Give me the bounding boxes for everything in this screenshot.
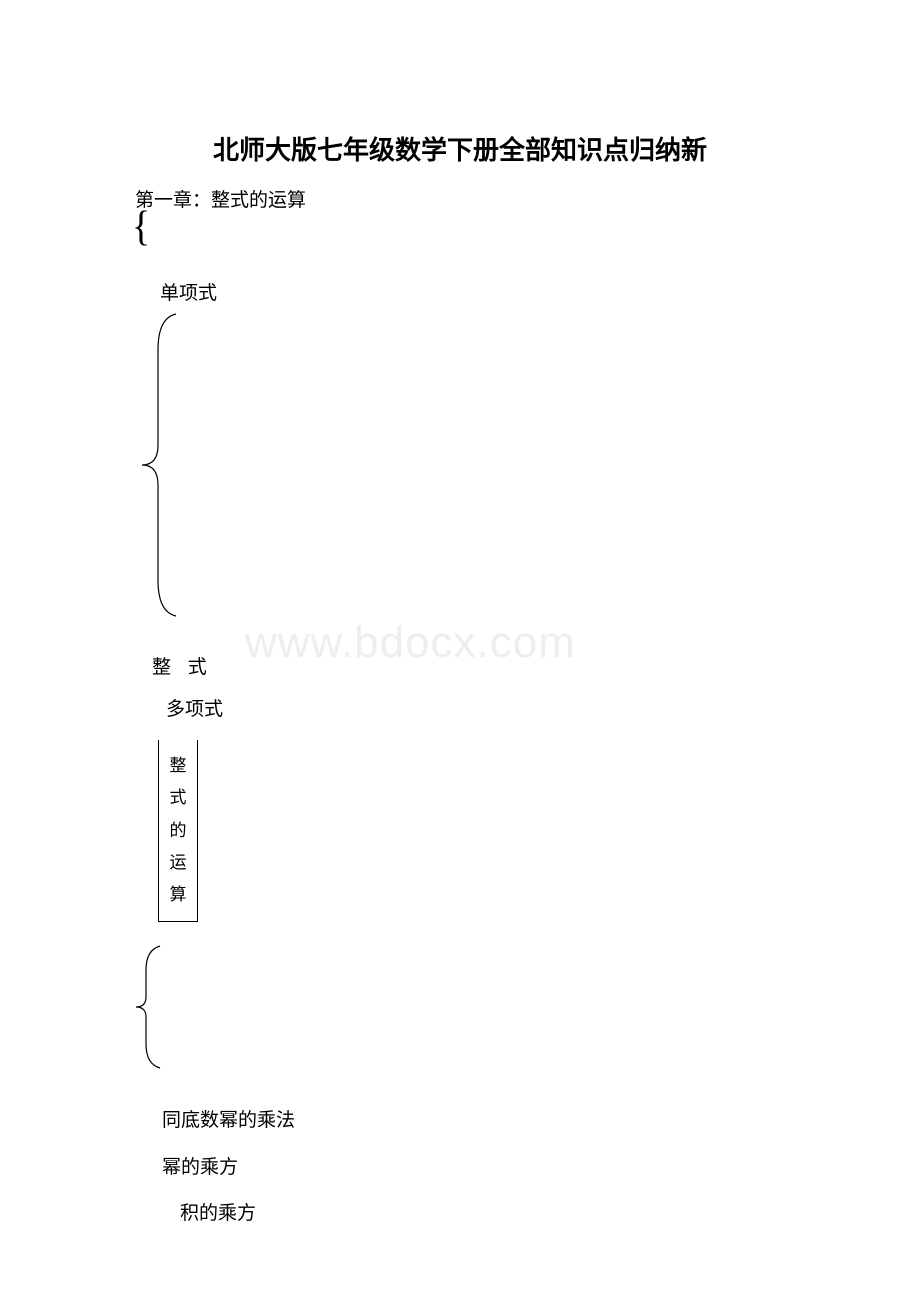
content-line: 积的乘方 [180,1198,256,1225]
brace-medium-icon [128,942,168,1072]
term-monomial: 单项式 [160,278,217,305]
vbox-char: 运 [159,847,197,879]
vbox-char: 整 [159,750,197,782]
document-page: 北师大版七年级数学下册全部知识点归纳新 第一章：整式的运算 { 单项式 www.… [0,0,920,1302]
page-title: 北师大版七年级数学下册全部知识点归纳新 [0,130,920,167]
vertical-box: 整 式 的 运 算 [158,740,198,922]
vbox-char: 式 [159,782,197,814]
term-integral: 整 式 [152,652,213,679]
content-line: 幂的乘方 [162,1152,238,1179]
vbox-char: 的 [159,815,197,847]
vbox-char: 算 [159,879,197,911]
content-line: 同底数幂的乘法 [162,1105,295,1132]
term-polynomial: 多项式 [166,694,223,721]
watermark-text: www.bdocx.com [245,618,576,668]
brace-small-icon: { [132,206,150,248]
chapter-heading: 第一章：整式的运算 [135,185,920,212]
brace-large-icon [128,310,188,620]
